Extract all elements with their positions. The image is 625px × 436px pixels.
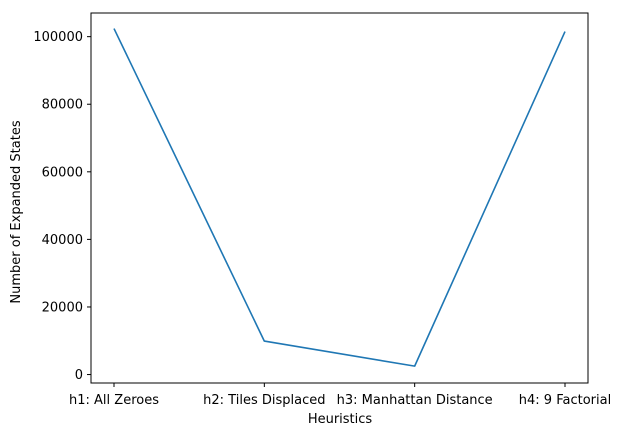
plot-frame — [90, 12, 589, 384]
y-axis: 0 20000 40000 60000 80000 100000 — [33, 30, 91, 383]
y-tick-label: 80000 — [42, 98, 83, 113]
y-tick-label: 0 — [75, 368, 83, 383]
plot-area — [90, 12, 589, 384]
x-tick-label: h1: All Zeroes — [69, 393, 159, 408]
y-tick-label: 40000 — [42, 233, 83, 248]
y-tick-label: 60000 — [42, 165, 83, 180]
x-axis: h1: All Zeroes h2: Tiles Displaced h3: Man… — [69, 383, 611, 408]
y-axis-label: Number of Expanded States — [9, 120, 24, 303]
x-tick-label: h2: Tiles Displaced — [203, 393, 325, 408]
x-tick-label: h3: Manhattan Distance — [337, 393, 493, 408]
x-axis-label: Heuristics — [308, 412, 373, 427]
x-tick-label: h4: 9 Factorial — [519, 393, 611, 408]
y-tick-label: 100000 — [33, 30, 83, 45]
series-line — [113, 28, 566, 367]
y-tick-label: 20000 — [42, 300, 83, 315]
